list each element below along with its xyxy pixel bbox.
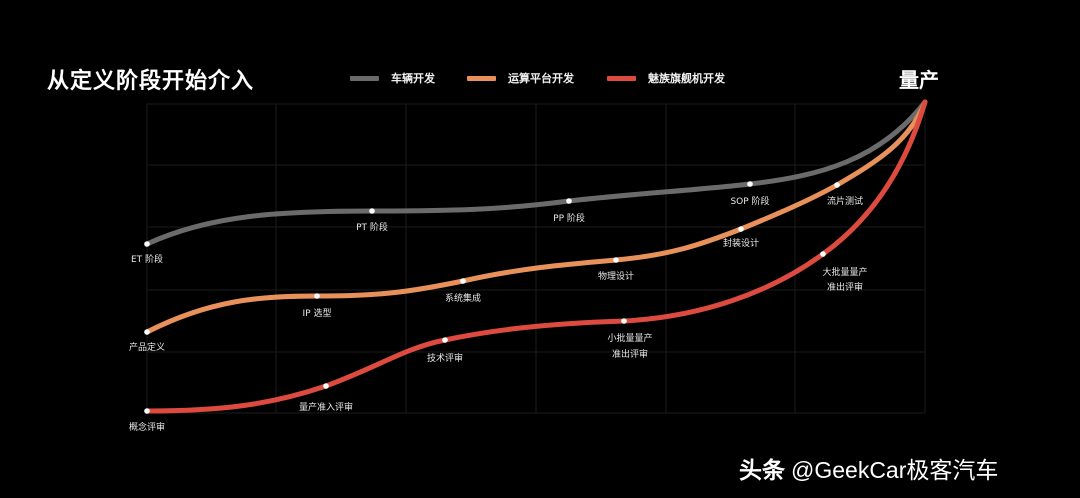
milestone-label: 产品定义: [129, 341, 165, 353]
milestone-label: 封装设计: [723, 237, 759, 249]
milestone-label: ET 阶段: [131, 253, 163, 265]
series-meizu-line: [144, 99, 928, 414]
legend-swatch-red: [607, 75, 636, 81]
legend-label: 车辆开发: [391, 72, 435, 85]
milestone-label: 技术评审: [427, 352, 463, 364]
legend-swatch-gray: [350, 75, 379, 81]
watermark: 头条 @GeekCar极客汽车: [739, 451, 998, 485]
milestone-label: 准出评审: [612, 348, 648, 360]
milestone-label: 准出评审: [827, 281, 863, 293]
legend: 车辆开发 运算平台开发 魅族旗舰机开发: [0, 70, 1080, 86]
watermark-handle: @GeekCar极客汽车: [791, 457, 999, 483]
watermark-source: 头条: [739, 457, 785, 483]
milestone-label: PP 阶段: [553, 212, 585, 224]
milestone-label: 物理设计: [598, 270, 634, 282]
milestone-label: SOP 阶段: [730, 195, 769, 207]
milestone-label: IP 选型: [303, 307, 332, 319]
mass-production-label: 量产: [899, 68, 939, 92]
grid: [146, 103, 926, 414]
milestone-dots: [144, 181, 840, 414]
chart-title: 从定义阶段开始介入: [47, 69, 255, 94]
milestone-label: 系统集成: [445, 292, 481, 304]
legend-item-compute-platform: 运算平台开发: [467, 70, 574, 86]
legend-swatch-orange: [467, 75, 496, 81]
milestone-label: 小批量量产: [607, 332, 652, 344]
legend-label: 运算平台开发: [508, 72, 574, 85]
milestone-label: 大批量量产: [822, 266, 867, 278]
milestone-label: 概念评审: [129, 421, 165, 433]
legend-item-vehicle: 车辆开发: [350, 70, 435, 86]
milestone-label: PT 阶段: [356, 221, 388, 233]
milestone-label: 量产准入评审: [299, 401, 353, 413]
legend-label: 魅族旗舰机开发: [648, 72, 725, 85]
legend-item-meizu-phone: 魅族旗舰机开发: [607, 70, 725, 86]
milestone-label: 流片测试: [827, 195, 863, 207]
